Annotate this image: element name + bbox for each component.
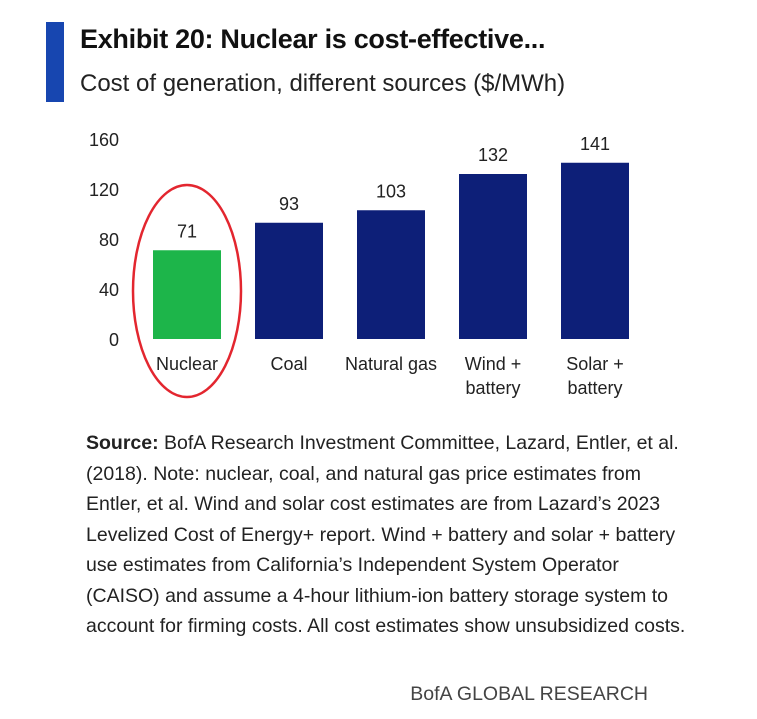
data-label: 93	[279, 194, 299, 214]
category-label: Coal	[270, 354, 307, 374]
category-label: battery	[567, 378, 622, 398]
bar	[561, 162, 629, 339]
category-label: Nuclear	[156, 354, 218, 374]
y-tick-label: 160	[89, 130, 119, 150]
data-label: 71	[177, 221, 197, 241]
bar	[357, 210, 425, 339]
brand-footer: BofA GLOBAL RESEARCH	[410, 683, 648, 705]
bar	[459, 174, 527, 339]
chart-subtitle: Cost of generation, different sources ($…	[80, 70, 566, 97]
source-text: BofA Research Investment Committee, Laza…	[86, 432, 686, 637]
title-accent-bar	[46, 22, 64, 102]
y-tick-label: 80	[99, 230, 119, 250]
y-tick-label: 0	[109, 330, 119, 350]
category-label: battery	[465, 378, 520, 398]
highlight-ellipse	[131, 183, 243, 399]
data-label: 141	[580, 134, 610, 154]
source-label: Source:	[86, 432, 159, 454]
category-label: Natural gas	[345, 354, 437, 374]
y-tick-label: 40	[99, 280, 119, 300]
y-tick-label: 120	[89, 180, 119, 200]
source-note: Source: BofA Research Investment Committ…	[86, 428, 686, 642]
bar	[255, 222, 323, 339]
chart-title: Exhibit 20: Nuclear is cost-effective...	[80, 24, 546, 54]
bar	[153, 250, 221, 339]
data-label: 103	[376, 181, 406, 201]
bar-chart: 0 40 80 120 160 71 Nuclear 93 Coal 103 Natural gas…	[89, 130, 629, 399]
data-label: 132	[478, 145, 508, 165]
category-label: Solar +	[566, 354, 624, 374]
category-label: Wind +	[465, 354, 522, 374]
